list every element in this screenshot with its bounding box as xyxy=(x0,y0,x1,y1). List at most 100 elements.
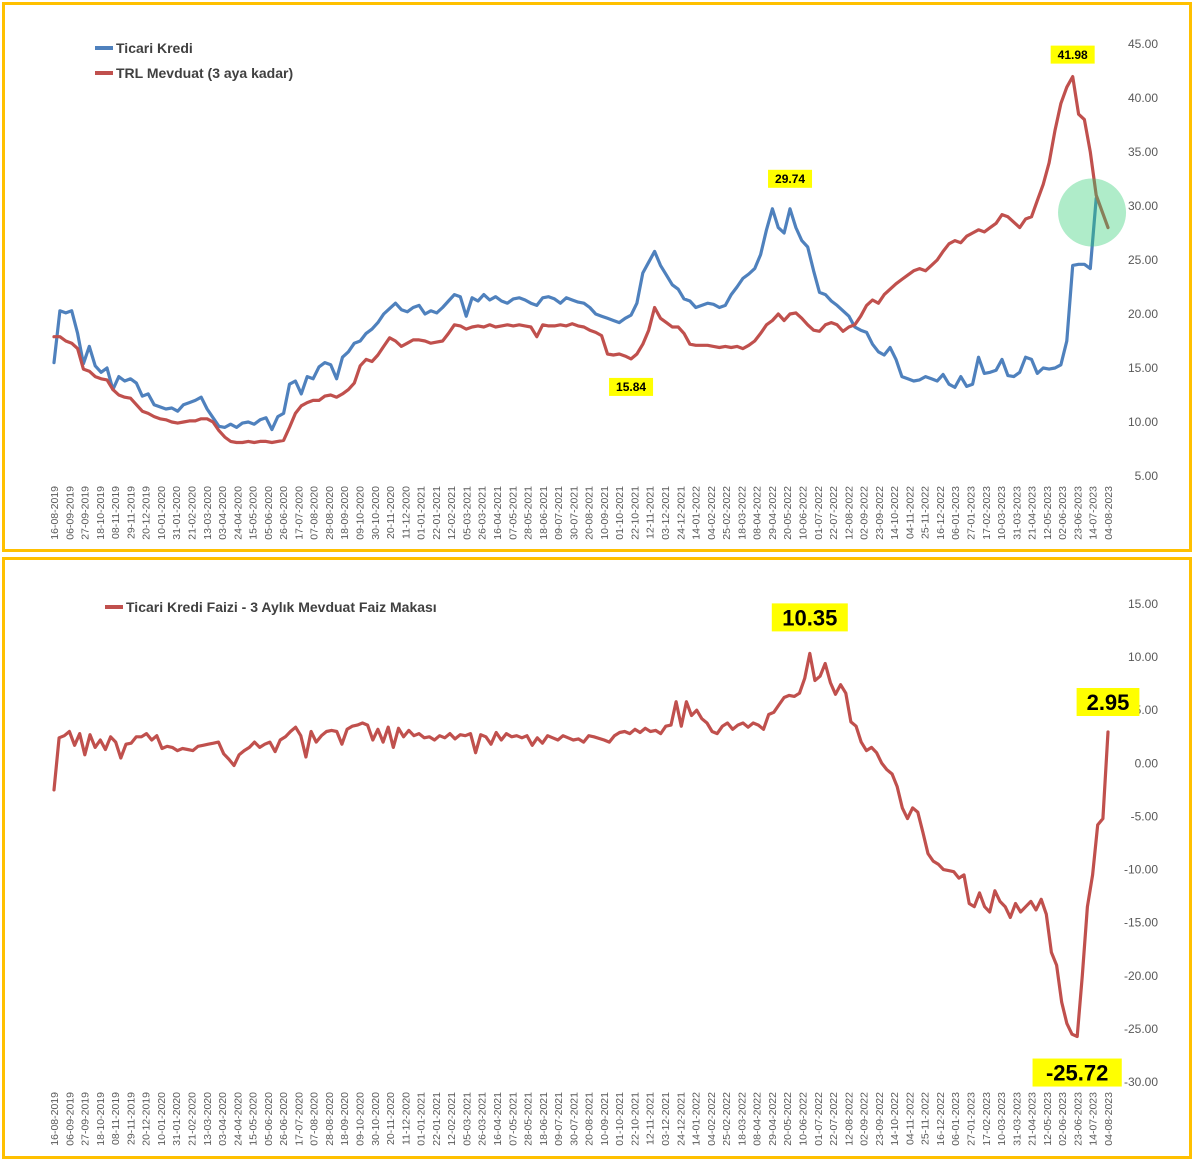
x-tick-label: 13-03-2020 xyxy=(202,1092,214,1146)
legend-label-spread: Ticari Kredi Faizi - 3 Aylık Mevduat Fai… xyxy=(126,599,437,615)
x-tick-label: 01-01-2021 xyxy=(416,1092,428,1146)
x-tick-label: 17-02-2023 xyxy=(981,1092,993,1146)
x-tick-label: 17-07-2020 xyxy=(293,486,305,540)
x-tick-label: 26-03-2021 xyxy=(477,486,489,540)
x-tick-label: 01-07-2022 xyxy=(813,1092,825,1146)
x-tick-label: 17-07-2020 xyxy=(293,1092,305,1146)
x-tick-label: 18-10-2019 xyxy=(95,486,107,540)
x-tick-label: 09-07-2021 xyxy=(553,1092,565,1146)
x-tick-label: 16-12-2022 xyxy=(935,1092,947,1146)
x-tick-label: 15-05-2020 xyxy=(248,1092,260,1146)
x-tick-label: 10-09-2021 xyxy=(599,486,611,540)
x-tick-label: 31-01-2020 xyxy=(171,486,183,540)
x-tick-label: 20-08-2021 xyxy=(584,1092,596,1146)
x-tick-label: 28-05-2021 xyxy=(523,486,535,540)
legend-label-trl-mevduat: TRL Mevduat (3 aya kadar) xyxy=(116,65,293,81)
x-tick-label: 18-10-2019 xyxy=(95,1092,107,1146)
x-tick-label: 12-11-2021 xyxy=(645,1092,657,1145)
x-tick-label: 12-08-2022 xyxy=(843,1092,855,1146)
x-tick-label: 27-01-2023 xyxy=(966,486,978,540)
x-tick-label: 18-03-2022 xyxy=(736,486,748,540)
x-tick-label: 29-04-2022 xyxy=(767,1092,779,1146)
x-tick-label: 16-12-2022 xyxy=(935,486,947,540)
x-tick-label: 09-07-2021 xyxy=(553,486,565,540)
x-tick-label: 02-06-2023 xyxy=(1057,486,1069,540)
x-tick-label: 30-07-2021 xyxy=(568,486,580,540)
x-tick-label: 21-04-2023 xyxy=(1027,1092,1039,1146)
x-tick-label: 20-12-2019 xyxy=(141,1092,153,1146)
x-tick-label: 12-11-2021 xyxy=(645,486,657,539)
y-tick-label: -10.00 xyxy=(1124,863,1158,877)
x-tick-label: 03-04-2020 xyxy=(217,486,229,540)
x-tick-label: 22-01-2021 xyxy=(431,1092,443,1146)
x-tick-label: 03-12-2021 xyxy=(660,1092,672,1146)
callout-value: 10.35 xyxy=(782,605,837,630)
x-tick-label: 06-09-2019 xyxy=(64,486,76,540)
y-tick-label: -5.00 xyxy=(1131,809,1159,823)
x-tick-label: 04-11-2022 xyxy=(904,486,916,539)
series-line-1 xyxy=(52,75,1110,445)
data-label-callout: -25.72 xyxy=(1032,1058,1122,1087)
x-tick-label: 18-03-2022 xyxy=(736,1092,748,1146)
y-tick-label: -25.00 xyxy=(1124,1022,1158,1036)
y-tick-label: 45.00 xyxy=(1128,37,1158,51)
data-label-callout: 15.84 xyxy=(609,377,654,396)
x-tick-label: 10-06-2022 xyxy=(797,1092,809,1146)
x-tick-label: 26-03-2021 xyxy=(477,1092,489,1146)
x-tick-label: 10-06-2022 xyxy=(797,486,809,540)
x-tick-label: 01-01-2021 xyxy=(416,486,428,540)
y-tick-label: 5.00 xyxy=(1135,703,1159,717)
callout-background xyxy=(609,377,654,396)
x-tick-label: 04-08-2023 xyxy=(1103,486,1115,540)
x-tick-label: 10-01-2020 xyxy=(156,486,168,540)
x-tick-label: 16-04-2021 xyxy=(492,1092,504,1146)
x-tick-label: 28-05-2021 xyxy=(523,1092,535,1146)
x-tick-label: 10-03-2023 xyxy=(996,1092,1008,1146)
callout-background xyxy=(1032,1058,1122,1087)
x-tick-label: 23-09-2022 xyxy=(874,486,886,540)
x-tick-label: 05-06-2020 xyxy=(263,486,275,540)
x-tick-label: 27-09-2019 xyxy=(80,1092,92,1146)
x-tick-label: 11-12-2020 xyxy=(400,486,412,539)
x-tick-label: 20-05-2022 xyxy=(782,1092,794,1146)
x-tick-label: 22-10-2021 xyxy=(629,1092,641,1146)
x-tick-label: 04-02-2022 xyxy=(706,1092,718,1146)
x-tick-label: 07-05-2021 xyxy=(507,486,519,540)
x-tick-label: 14-07-2023 xyxy=(1088,1092,1100,1146)
x-tick-label: 30-10-2020 xyxy=(370,486,382,540)
x-tick-label: 16-04-2021 xyxy=(492,486,504,540)
chart1-annotations: 41.98 29.74 15.84 xyxy=(609,45,1095,396)
x-tick-label: 20-05-2022 xyxy=(782,486,794,540)
x-tick-label: 18-09-2020 xyxy=(339,486,351,540)
x-tick-label: 20-11-2020 xyxy=(385,1092,397,1145)
y-tick-label: 30.00 xyxy=(1128,199,1158,213)
x-tick-label: 30-07-2021 xyxy=(568,1092,580,1146)
x-tick-label: 06-01-2023 xyxy=(950,486,962,540)
x-tick-label: 05-06-2020 xyxy=(263,1092,275,1146)
x-tick-label: 25-11-2022 xyxy=(920,1092,932,1145)
x-tick-label: 14-01-2022 xyxy=(691,486,703,540)
x-tick-label: 01-10-2021 xyxy=(614,486,626,540)
x-tick-label: 22-01-2021 xyxy=(431,486,443,540)
y-tick-label: 0.00 xyxy=(1135,756,1159,770)
x-tick-label: 06-01-2023 xyxy=(950,1092,962,1146)
x-tick-label: 25-02-2022 xyxy=(721,486,733,540)
x-tick-label: 24-12-2021 xyxy=(675,486,687,540)
x-tick-label: 04-11-2022 xyxy=(904,1092,916,1145)
x-tick-label: 02-06-2023 xyxy=(1057,1092,1069,1146)
callout-background xyxy=(768,169,813,188)
callout-value: 2.95 xyxy=(1087,690,1130,715)
x-tick-label: 01-07-2022 xyxy=(813,486,825,540)
chart2-y-axis: 15.00 10.00 5.00 0.00 -5.00 -10.00 -15.00 -20.0… xyxy=(1124,597,1158,1089)
series-line-0 xyxy=(52,196,1098,432)
x-tick-label: 10-01-2020 xyxy=(156,1092,168,1146)
x-tick-label: 23-06-2023 xyxy=(1072,1092,1084,1146)
x-tick-label: 08-04-2022 xyxy=(752,1092,764,1146)
callout-value: 15.84 xyxy=(616,380,646,394)
x-tick-label: 12-08-2022 xyxy=(843,486,855,540)
x-tick-label: 31-01-2020 xyxy=(171,1092,183,1146)
x-tick-label: 24-04-2020 xyxy=(232,1092,244,1146)
x-tick-label: 16-08-2019 xyxy=(49,1092,61,1146)
x-tick-label: 25-02-2022 xyxy=(721,1092,733,1146)
